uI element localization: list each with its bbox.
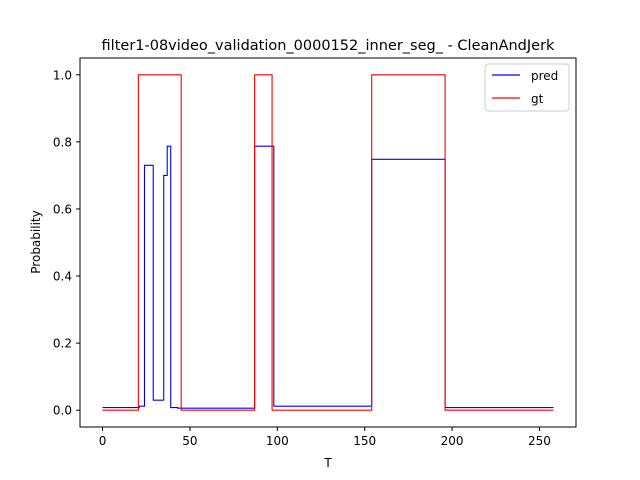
y-tick-label: 0.0 (53, 404, 72, 418)
plot-lines (102, 74, 554, 411)
series-line-gt (102, 74, 554, 411)
chart-title: filter1-08video_validation_0000152_inner… (102, 38, 556, 54)
y-tick-label: 0.8 (53, 135, 72, 149)
legend: pred gt (484, 63, 570, 112)
x-tick-label: 50 (182, 434, 197, 448)
legend-box (484, 63, 570, 112)
plot-area-frame (79, 57, 577, 428)
legend-label-gt: gt (531, 92, 544, 106)
x-tick-label: 250 (528, 434, 551, 448)
y-tick-label: 0.4 (53, 270, 72, 284)
x-tick-label: 200 (441, 434, 464, 448)
x-axis-ticks: 0 50 100 150 200 250 (99, 427, 551, 448)
y-tick-label: 0.6 (53, 202, 72, 216)
y-axis-label: Probability (29, 210, 43, 273)
x-tick-label: 100 (266, 434, 289, 448)
x-axis-label: T (323, 456, 332, 470)
y-tick-label: 1.0 (53, 68, 72, 82)
y-tick-label: 0.2 (53, 337, 72, 351)
x-tick-label: 0 (99, 434, 107, 448)
y-axis-ticks: 0.0 0.2 0.4 0.6 0.8 1.0 (53, 68, 80, 418)
legend-label-pred: pred (531, 69, 558, 83)
x-tick-label: 150 (353, 434, 376, 448)
